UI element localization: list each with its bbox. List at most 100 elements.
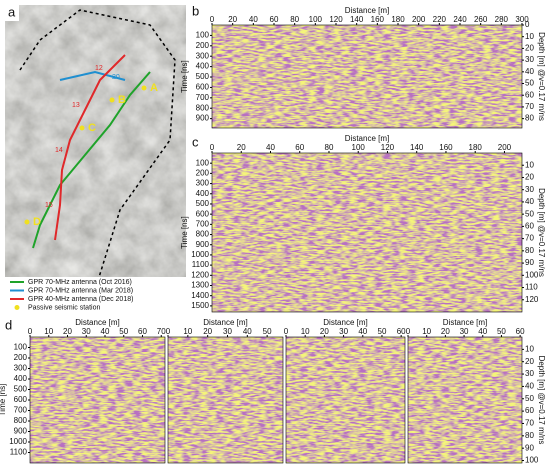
y-tick-label: 400 (14, 374, 28, 383)
scale-bar (10, 308, 40, 311)
y2-tick-label: 110 (525, 283, 538, 292)
y2-tick-label: 40 (525, 382, 534, 391)
profile-line (32, 71, 151, 249)
y-tick-label: 200 (14, 353, 28, 362)
radargram (286, 337, 405, 463)
x-tick-label: 0 (406, 327, 411, 336)
y2-tick-label: 80 (525, 114, 534, 123)
legend-swatch (14, 305, 20, 310)
radargram (408, 337, 522, 463)
y2-tick-label: 20 (525, 173, 534, 182)
x-tick-label: 160 (371, 15, 385, 24)
y2-tick-label: 50 (525, 209, 534, 218)
x-tick-label: 20 (63, 327, 72, 336)
station (141, 85, 147, 91)
boundary (39, 9, 176, 291)
y-tick-label: 100 (196, 31, 210, 40)
y2-tick-label: 30 (525, 55, 534, 64)
axis-title: Distance [m] (323, 318, 367, 327)
y-tick-label: 1000 (191, 250, 209, 259)
x-tick-label: 50 (497, 327, 506, 336)
y2-tick-label: 120 (525, 295, 539, 304)
map-label: B (118, 94, 126, 106)
axis-title: Distance [m] (345, 6, 389, 15)
y-tick-label: 500 (14, 385, 28, 394)
profile-line (59, 70, 126, 81)
axis-title: Distance [m] (345, 134, 389, 143)
x-tick-label: 100 (309, 15, 323, 24)
y-tick-label: 300 (196, 51, 210, 60)
y-tick-label: 500 (196, 199, 210, 208)
y-tick-label: 300 (196, 179, 210, 188)
y-tick-label: 200 (196, 168, 210, 177)
x-tick-label: 120 (329, 15, 343, 24)
x-tick-label: 40 (478, 327, 487, 336)
x-tick-label: 180 (469, 143, 483, 152)
y-tick-label: 700 (196, 219, 210, 228)
y2-tick-label: 50 (525, 394, 534, 403)
y-tick-label: 800 (196, 103, 210, 112)
x-tick-label: 50 (263, 327, 272, 336)
x-tick-label: 280 (495, 15, 509, 24)
panel-label: b (192, 3, 199, 18)
x-tick-label: 0 (166, 327, 171, 336)
y2-tick-label: 40 (525, 197, 534, 206)
y2-tick-label: 70 (525, 102, 534, 111)
radargram (212, 153, 522, 312)
line-label: 20 (112, 74, 120, 81)
x-tick-label: 20 (203, 327, 212, 336)
legend-entry: GPR 40-MHz antenna (Dec 2018) (28, 296, 133, 303)
line-label: 12 (95, 65, 103, 72)
x-tick-label: 20 (320, 327, 329, 336)
y2-tick-label: 50 (525, 79, 534, 88)
x-tick-label: 60 (295, 143, 304, 152)
x-tick-label: 140 (410, 143, 424, 152)
y2-tick-label: 10 (525, 160, 534, 169)
axis-title: Time [ns] (180, 60, 189, 93)
y-tick-label: 800 (196, 230, 210, 239)
profile-line (54, 54, 126, 241)
y-tick-label: 100 (196, 158, 210, 167)
y2-tick-label: 10 (525, 344, 534, 353)
y-tick-label: 600 (196, 83, 210, 92)
axis-title: Distance [m] (443, 318, 487, 327)
y2-tick-label: 20 (525, 357, 534, 366)
radargram (212, 25, 522, 128)
y2-tick-label: 70 (525, 419, 534, 428)
scale-label: 50 m (10, 295, 33, 306)
y-tick-label: 1500 (191, 301, 209, 310)
y-tick-label: 600 (14, 395, 28, 404)
y2-tick-label: 10 (525, 32, 534, 41)
axis-title: Time [ns] (0, 384, 7, 417)
x-tick-label: 0 (210, 15, 215, 24)
x-tick-label: 180 (391, 15, 405, 24)
y2-tick-label: 60 (525, 221, 534, 230)
y2-tick-label: 30 (525, 185, 534, 194)
y-tick-label: 200 (196, 41, 210, 50)
y2-tick-label: 60 (525, 406, 534, 415)
y2-tick-label: 80 (525, 246, 534, 255)
y2-tick-label: 40 (525, 67, 534, 76)
line-label: 15 (45, 202, 53, 209)
x-tick-label: 160 (439, 143, 453, 152)
y-tick-label: 100 (14, 343, 28, 352)
x-tick-label: 0 (284, 327, 289, 336)
y-tick-label: 1000 (9, 437, 27, 446)
y2-tick-label: 80 (525, 431, 534, 440)
x-tick-label: 80 (325, 143, 334, 152)
x-tick-label: 60 (270, 15, 279, 24)
line-label: 14 (55, 147, 63, 154)
y-tick-label: 1400 (191, 291, 209, 300)
x-tick-label: 120 (381, 143, 395, 152)
x-tick-label: 30 (223, 327, 232, 336)
legend-entry: GPR 70-MHz antenna (Mar 2018) (28, 287, 133, 294)
panel-label-box (5, 5, 19, 21)
legend-entry: GPR 70-MHz antenna (Oct 2016) (28, 279, 132, 286)
y-tick-label: 700 (196, 93, 210, 102)
x-tick-label: 60 (397, 327, 406, 336)
panel-label: c (192, 134, 199, 149)
map-label: D (33, 216, 41, 228)
x-tick-label: 260 (474, 15, 488, 24)
